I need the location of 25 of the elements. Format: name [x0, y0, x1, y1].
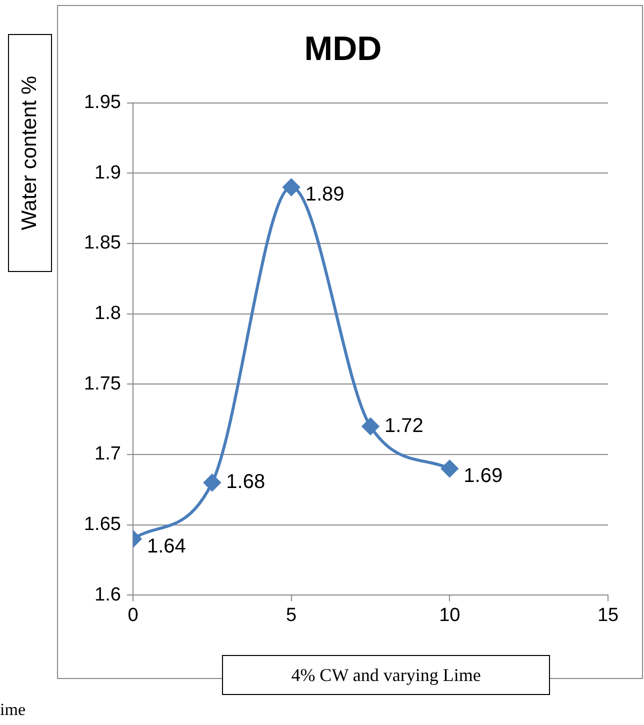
- point: [282, 178, 300, 196]
- y-tick-label: 1.6: [94, 584, 121, 606]
- chart-title: MDD: [304, 30, 382, 68]
- data-label: 1.89: [305, 184, 344, 206]
- x-tick-label: 10: [439, 604, 460, 626]
- data-label: 1.68: [226, 471, 266, 494]
- data-label: 1.69: [464, 465, 503, 488]
- x-tick-label: 5: [286, 604, 297, 626]
- data-label: 1.64: [146, 535, 186, 558]
- y-tick-label: 1.85: [84, 232, 121, 254]
- x-axis-title: 4% CW and varying Lime: [222, 655, 550, 695]
- y-tick-label: 1.75: [84, 373, 121, 394]
- y-tick-label: 1.8: [94, 303, 121, 324]
- x-tick-label: 0: [128, 604, 138, 626]
- x-tick-label: 15: [597, 604, 619, 626]
- y-tick-label: 1.9: [94, 162, 121, 184]
- point: [204, 474, 221, 492]
- point: [441, 460, 458, 478]
- point: [362, 418, 379, 435]
- y-tick-label: 1.7: [94, 444, 121, 465]
- y-tick-label: 1.65: [84, 514, 121, 536]
- text: ime: [0, 700, 26, 720]
- y-tick-label: 1.95: [84, 92, 121, 114]
- data-label: 1.72: [384, 414, 424, 437]
- y-axis-title: Water content %: [18, 76, 42, 230]
